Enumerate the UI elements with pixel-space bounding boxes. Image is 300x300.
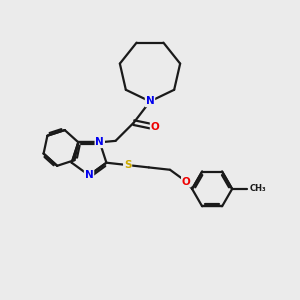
Text: N: N [85,170,93,180]
Text: O: O [151,122,159,132]
Text: O: O [182,177,190,187]
Text: CH₃: CH₃ [249,184,266,194]
Text: N: N [95,137,104,147]
Text: N: N [146,96,154,106]
Text: S: S [124,160,131,170]
